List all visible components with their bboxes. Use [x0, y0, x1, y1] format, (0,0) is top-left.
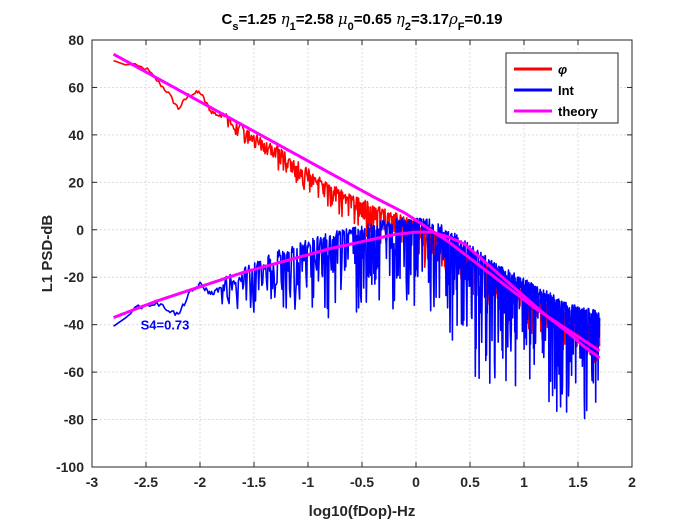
x-tick-label: 1 — [520, 474, 528, 490]
y-tick-label: 40 — [68, 127, 84, 143]
chart-title-group: Cs=1.25 η1=2.58 μ0=0.65 η2=3.17ρF=0.19 — [222, 10, 503, 33]
title-part: =3.17 — [411, 11, 449, 28]
y-tick-label: -80 — [64, 412, 84, 428]
title-part: =0.65 — [354, 11, 396, 28]
chart-title: Cs=1.25 η1=2.58 μ0=0.65 η2=3.17ρF=0.19 — [222, 10, 503, 33]
title-part: F — [458, 21, 465, 33]
y-tick-label: 20 — [68, 174, 84, 190]
title-part: ρ — [448, 10, 458, 28]
y-tick-label: 0 — [76, 222, 84, 238]
series-int-line — [113, 217, 601, 420]
title-part: =1.25 — [238, 11, 280, 28]
axes: -3 -2.5 -2 -1.5 -1 -0.5 0 0.5 1 1.5 2 80 60 40 20 0 -20 -… — [39, 32, 636, 520]
plot-area — [112, 52, 601, 420]
x-tick-label: -2.5 — [134, 474, 158, 490]
x-tick-label: 1.5 — [568, 474, 588, 490]
y-tick-label: 80 — [68, 32, 84, 48]
legend-entry: theory — [558, 104, 599, 119]
title-part: 1 — [290, 21, 296, 33]
title-part: s — [232, 21, 238, 33]
title-part: η — [281, 10, 290, 28]
theory-phase-line — [112, 52, 601, 353]
x-tick-label: 2 — [628, 474, 636, 490]
y-tick-label: -40 — [64, 317, 84, 333]
y-tick-label: 60 — [68, 79, 84, 95]
x-tick-label: -3 — [86, 474, 99, 490]
title-part: μ — [338, 10, 348, 28]
title-part: =2.58 — [296, 11, 338, 28]
plot-frame — [91, 39, 633, 468]
title-part: C — [222, 11, 233, 28]
title-part: η — [396, 10, 405, 28]
annotation-group: S4=0.73 — [141, 317, 190, 332]
legend: φ Int theory — [505, 52, 619, 124]
title-part: 2 — [405, 21, 411, 33]
s4-annotation: S4=0.73 — [141, 317, 190, 332]
x-tick-label: -1.5 — [242, 474, 266, 490]
x-tick-label: 0.5 — [460, 474, 480, 490]
y-tick-label: -60 — [64, 364, 84, 380]
theory-intensity-line — [113, 230, 601, 360]
x-axis-label: log10(fDop)-Hz — [309, 503, 416, 520]
title-part: =0.19 — [465, 11, 503, 28]
x-tick-label: -0.5 — [350, 474, 374, 490]
x-tick-label: -1 — [302, 474, 315, 490]
y-tick-label: -20 — [64, 269, 84, 285]
x-tick-label: 0 — [412, 474, 420, 490]
legend-entry: Int — [558, 83, 575, 98]
y-tick-label: -100 — [56, 459, 84, 475]
x-tick-label: -2 — [194, 474, 207, 490]
legend-entry: φ — [558, 62, 567, 77]
y-axis-label: L1 PSD-dB — [39, 215, 56, 293]
title-part: 0 — [348, 21, 354, 33]
